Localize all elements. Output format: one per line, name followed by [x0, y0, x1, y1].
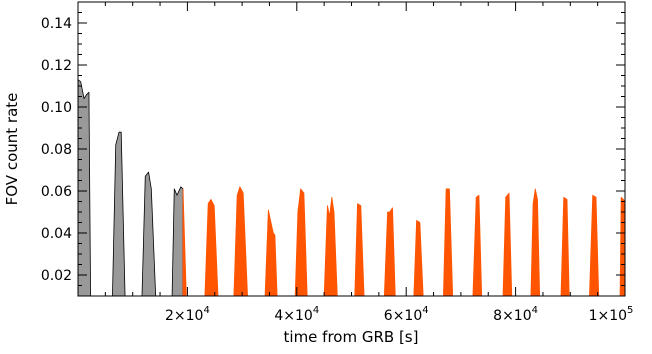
x-axis-title: time from GRB [s] [284, 328, 419, 346]
series-1-area [77, 79, 184, 297]
y-tick-label: 0.08 [41, 142, 72, 158]
series-layer [77, 79, 626, 297]
series-2-area [182, 186, 626, 297]
y-tick-label: 0.04 [41, 226, 72, 242]
y-tick-label: 0.10 [41, 100, 72, 116]
x-tick-label: 2×104 [165, 305, 210, 324]
ticks-layer: 0.02 0.04 0.06 0.08 0.10 0.12 0.14 2×104 4×104 6×… [41, 2, 634, 324]
y-tick-label: 0.06 [41, 184, 72, 200]
y-tick-label: 0.12 [41, 58, 72, 74]
x-tick-label: 8×104 [493, 305, 538, 324]
plot-frame [77, 1, 626, 297]
y-tick-label: 0.14 [41, 16, 72, 32]
x-tick-label: 6×104 [384, 305, 429, 324]
y-axis-title: FOV count rate [3, 93, 21, 206]
x-tick-label: 1×105 [589, 305, 634, 324]
x-tick-label: 4×104 [274, 305, 319, 324]
y-tick-label: 0.02 [41, 268, 72, 284]
